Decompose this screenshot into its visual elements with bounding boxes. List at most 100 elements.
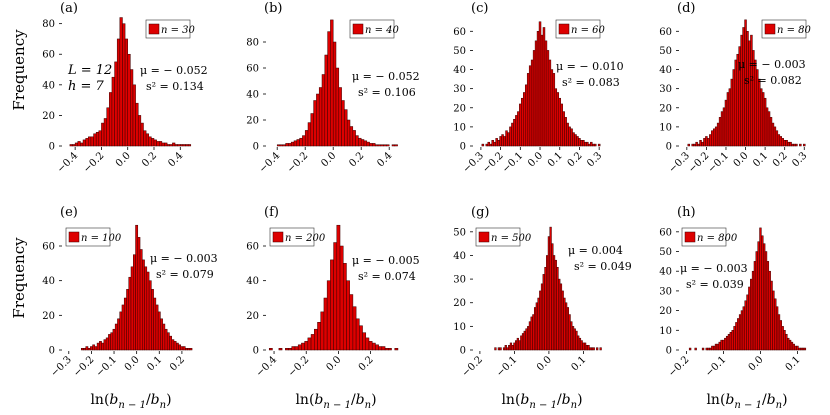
y-tick-label: 20 (453, 103, 466, 114)
histogram-bar (330, 19, 334, 147)
histogram-bar (110, 332, 114, 351)
histogram-bar (358, 137, 362, 147)
x-axis-label: ln(bn − 1/bn) (295, 392, 376, 411)
histogram-bar (793, 143, 796, 147)
histogram-bar (568, 314, 571, 351)
histogram-bar (371, 342, 376, 351)
histogram-bar (513, 118, 516, 147)
histogram-bar (554, 259, 557, 351)
histogram-bar (799, 143, 802, 147)
histogram-bar (711, 345, 714, 351)
histogram-bar (532, 50, 536, 147)
histogram-panel: 0 20 40 60 80 −0.4 −0.2 0.0 0.2 0.4 (b) n = 40 μ = −… (246, 1, 419, 175)
histogram-bar (530, 59, 534, 147)
histogram-bar (133, 254, 136, 351)
legend-box: n = 80 (761, 19, 812, 39)
histogram-bar (772, 290, 775, 351)
histogram-bar (726, 92, 730, 147)
x-tick-label: −0.2 (286, 354, 311, 379)
histogram-bar (310, 334, 315, 351)
histogram-bar (282, 144, 286, 147)
x-tick-label: 0.1 (784, 354, 803, 373)
histogram-bar (301, 342, 305, 351)
histogram-bar (362, 332, 367, 351)
x-tick-label: −0.4 (254, 354, 279, 379)
histogram-bar (291, 346, 296, 351)
histogram-bar (761, 92, 765, 147)
histogram-bar (106, 107, 110, 147)
histogram-bar (790, 341, 794, 351)
histogram-bar (716, 343, 720, 351)
histogram-bar (803, 143, 806, 147)
histogram-bar (109, 92, 113, 147)
histogram-bar (728, 88, 732, 147)
histogram-bar (339, 245, 344, 351)
histogram-bar (503, 136, 506, 147)
histogram-bar (285, 348, 289, 351)
histogram-bar (562, 111, 565, 147)
histogram-bar (293, 140, 298, 147)
x-tick-label: 0.0 (535, 354, 554, 373)
histogram-bar (755, 251, 758, 351)
histogram-bar (576, 136, 579, 147)
y-tick-label: 50 (453, 227, 466, 238)
x-tick-label: 0.2 (357, 354, 376, 373)
legend-swatch (478, 231, 490, 243)
y-tick-label: 10 (659, 326, 672, 337)
histogram-bar (121, 304, 125, 351)
histogram-bar (731, 330, 734, 351)
legend-swatch (68, 231, 80, 243)
histogram-bar (785, 140, 788, 147)
histogram-bar (187, 348, 191, 351)
histogram-bar (180, 144, 184, 147)
histogram-bar (130, 69, 134, 147)
histogram-bar (117, 318, 120, 351)
histogram-bar (537, 297, 540, 351)
histogram-bar (124, 38, 128, 147)
histogram-panel: 0 10 20 30 40 50 −0.2 −0.1 0.0 0.1 (g) n = 500 μ = 0… (453, 205, 632, 379)
histogram-bar (88, 136, 92, 147)
histogram-bar (787, 141, 790, 147)
histogram-bar (493, 141, 496, 147)
histogram-bar (346, 119, 351, 147)
legend-label: n = 60 (571, 25, 606, 36)
histogram-bar (151, 138, 155, 147)
mean-annotation: μ = − 0.052 (140, 64, 208, 77)
y-axis-label-top: Frequency (10, 29, 28, 111)
y-tick-label: 50 (659, 46, 672, 57)
histogram-bar (507, 132, 510, 147)
histogram-bar (750, 278, 753, 351)
histogram-bar (381, 346, 386, 351)
histogram-bar (560, 103, 563, 147)
histogram-bar (590, 347, 594, 351)
histogram-bar (765, 107, 769, 147)
histogram-bar (516, 337, 519, 351)
histogram-bar (525, 328, 528, 351)
y-tick-label: 0 (666, 142, 672, 153)
histogram-bar (768, 270, 771, 351)
histogram-bar (540, 283, 544, 351)
histogram-bar (590, 141, 593, 147)
parameter-annotation: h = 7 (68, 79, 105, 94)
histogram-bar (372, 143, 376, 147)
panel-label: (d) (677, 1, 695, 16)
y-tick-label: 80 (42, 19, 55, 30)
x-tick-label: 0.0 (325, 354, 344, 373)
y-tick-label: 30 (659, 286, 672, 297)
y-tick-label: 60 (246, 64, 259, 75)
histogram-bar (534, 40, 538, 147)
histogram-bar (521, 333, 525, 351)
histogram-bar (85, 346, 89, 351)
histogram-bar (787, 337, 790, 351)
histogram-bar (509, 342, 513, 351)
histogram-bar (166, 144, 171, 147)
histogram-bar (313, 100, 317, 147)
histogram-bar (128, 276, 132, 351)
histogram-bar (95, 131, 100, 147)
histogram-bar (388, 348, 392, 351)
histogram-bar (703, 138, 706, 147)
histogram-bar (528, 321, 532, 351)
histogram-bar (268, 348, 273, 351)
histogram-bar (375, 344, 379, 351)
histogram-bar (304, 130, 309, 147)
